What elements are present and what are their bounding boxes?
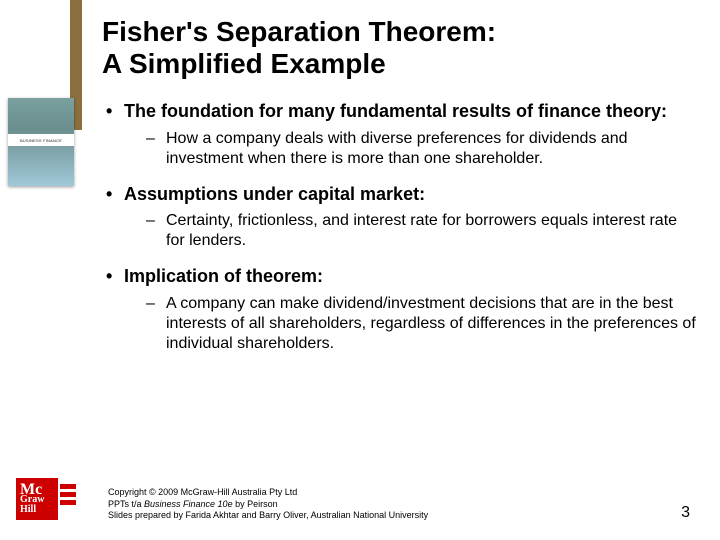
sub-bullet-list: A company can make dividend/investment d… <box>124 294 696 354</box>
bullet-item: Implication of theorem: A company can ma… <box>102 265 696 354</box>
slide-footer: Copyright © 2009 McGraw-Hill Australia P… <box>108 487 696 522</box>
sub-bullet-item: Certainty, frictionless, and interest ra… <box>124 211 696 251</box>
bullet-list: The foundation for many fundamental resu… <box>102 100 696 354</box>
title-line-2: A Simplified Example <box>102 48 386 79</box>
bullet-text: Implication of theorem: <box>124 266 323 286</box>
bullet-item: Assumptions under capital market: Certai… <box>102 183 696 252</box>
copyright-line-2-post: by Peirson <box>233 499 278 509</box>
book-cover-thumbnail: BUSINESS FINANCE <box>8 98 74 186</box>
bullet-item: The foundation for many fundamental resu… <box>102 100 696 169</box>
bullet-text: The foundation for many fundamental resu… <box>124 101 667 121</box>
sub-bullet-list: How a company deals with diverse prefere… <box>124 129 696 169</box>
sub-bullet-item: A company can make dividend/investment d… <box>124 294 696 354</box>
copyright-line-2-pre: PPTs t/a <box>108 499 144 509</box>
title-line-1: Fisher's Separation Theorem: <box>102 16 496 47</box>
slide-content: Fisher's Separation Theorem: A Simplifie… <box>102 16 696 368</box>
logo-bars-icon <box>60 484 76 505</box>
sub-bullet-list: Certainty, frictionless, and interest ra… <box>124 211 696 251</box>
publisher-logo: Mc Graw Hill <box>16 478 78 522</box>
copyright-line-1: Copyright © 2009 McGraw-Hill Australia P… <box>108 487 297 497</box>
book-cover-title: BUSINESS FINANCE <box>20 138 62 143</box>
copyright-text: Copyright © 2009 McGraw-Hill Australia P… <box>108 487 428 522</box>
publisher-logo-box: Mc Graw Hill <box>16 478 58 520</box>
bullet-text: Assumptions under capital market: <box>124 184 425 204</box>
copyright-line-2-title: Business Finance 10e <box>144 499 233 509</box>
logo-text-hill: Hill <box>20 504 36 515</box>
sidebar-column: BUSINESS FINANCE <box>0 0 82 540</box>
copyright-line-3: Slides prepared by Farida Akhtar and Bar… <box>108 510 428 520</box>
sub-bullet-item: How a company deals with diverse prefere… <box>124 129 696 169</box>
page-number: 3 <box>681 504 696 522</box>
book-cover-title-band: BUSINESS FINANCE <box>8 134 74 146</box>
slide-title: Fisher's Separation Theorem: A Simplifie… <box>102 16 696 80</box>
